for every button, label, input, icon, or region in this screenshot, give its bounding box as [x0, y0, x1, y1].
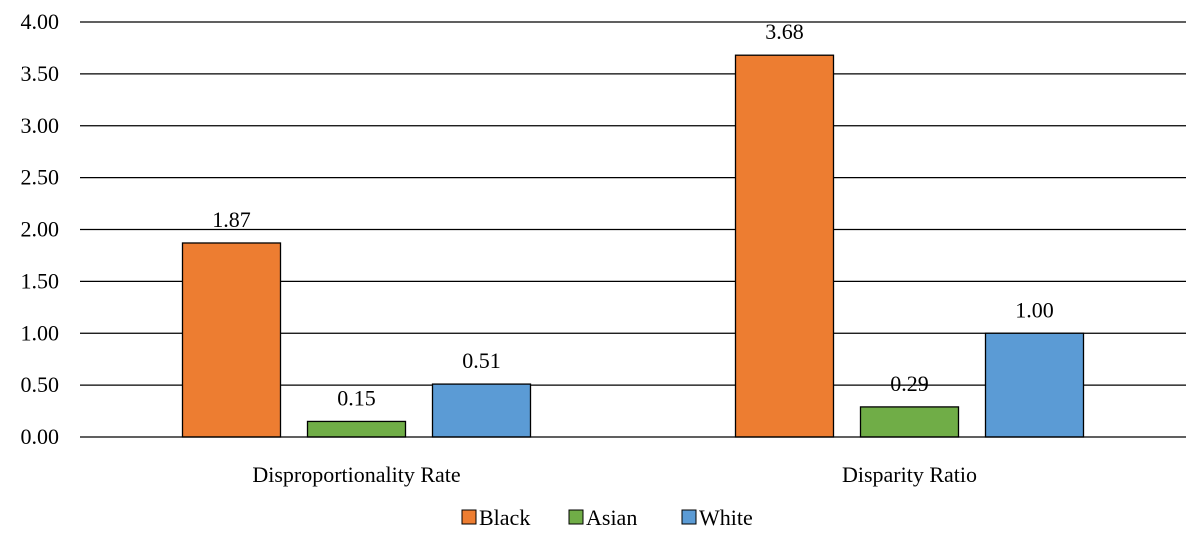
legend-swatch-asian — [568, 509, 584, 525]
bar-asian — [306, 420, 407, 438]
bar-asian — [859, 406, 960, 438]
data-label: 1.00 — [1015, 297, 1054, 322]
legend-swatch-black — [461, 509, 477, 525]
y-tick-label: 1.50 — [21, 268, 60, 293]
bars — [181, 54, 1085, 438]
data-label: 3.68 — [765, 19, 804, 44]
y-tick-label: 3.00 — [21, 113, 60, 138]
bar-white — [984, 332, 1085, 438]
y-tick-label: 3.50 — [21, 61, 60, 86]
legend-label-white: White — [699, 505, 753, 530]
y-tick-label: 2.00 — [21, 217, 60, 242]
data-label: 1.87 — [212, 207, 251, 232]
data-label: 0.51 — [462, 348, 501, 373]
legend: Black Asian White — [461, 505, 753, 530]
x-category-label: Disparity Ratio — [842, 462, 977, 487]
bar-white — [431, 383, 532, 438]
data-label: 0.15 — [337, 385, 376, 410]
bar-black — [181, 242, 282, 438]
bar-black — [734, 54, 835, 438]
legend-label-black: Black — [479, 505, 530, 530]
legend-label-asian: Asian — [586, 505, 637, 530]
y-tick-label: 1.00 — [21, 320, 60, 345]
data-label: 0.29 — [890, 371, 929, 396]
y-tick-label: 0.50 — [21, 372, 60, 397]
y-tick-label: 2.50 — [21, 165, 60, 190]
legend-swatch-white — [681, 509, 697, 525]
x-category-label: Disproportionality Rate — [252, 462, 460, 487]
labels: 0.00 0.50 1.00 1.50 2.00 2.50 3.00 3.50 4.00 1.87… — [21, 9, 1054, 487]
y-tick-label: 0.00 — [21, 424, 60, 449]
y-tick-label: 4.00 — [21, 9, 60, 34]
